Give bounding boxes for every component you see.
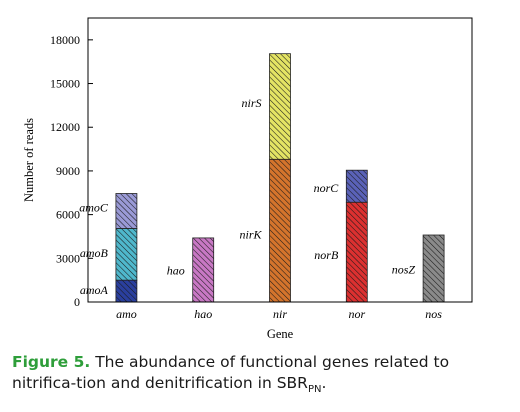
y-tick-label: 18000 <box>50 33 80 47</box>
annotations-layer: amoA amoB amoC hao nirK nirS norB norC nosZ <box>79 96 415 297</box>
gene-annotation: amoC <box>79 201 109 215</box>
y-axis-ticks: 0 3000 6000 9000 12000 15000 18000 <box>50 33 93 309</box>
gene-annotation: norC <box>314 181 340 195</box>
bar-segment-nosZ <box>422 234 445 303</box>
bar-segment-norC <box>345 169 368 203</box>
bar-segment-norB <box>345 201 368 303</box>
bar-segment-nirS <box>269 53 291 160</box>
gene-annotation: nirK <box>239 228 262 242</box>
plot-frame <box>87 17 473 303</box>
figure-caption: Figure 5. The abundance of functional ge… <box>12 352 512 400</box>
bar-segment-hao <box>192 237 215 303</box>
caption-text: The abundance of functional genes relate… <box>12 353 450 392</box>
gene-annotation: amoA <box>80 283 109 297</box>
y-tick-label: 9000 <box>56 164 80 178</box>
y-tick-label: 0 <box>74 295 80 309</box>
x-tick-label: nor <box>348 307 365 321</box>
x-tick-label: hao <box>194 307 212 321</box>
gene-annotation: nosZ <box>392 263 416 277</box>
caption-subscript: PN <box>307 384 322 396</box>
y-axis-title: Number of reads <box>22 118 36 202</box>
gene-annotation: nirS <box>241 96 261 110</box>
y-tick-label: 12000 <box>50 120 80 134</box>
gene-annotation: amoB <box>80 246 109 260</box>
bar-segment-amoA <box>115 279 138 303</box>
figure-label: Figure 5. <box>12 353 91 371</box>
caption-text-end: . <box>321 374 327 392</box>
x-tick-label: amo <box>116 307 137 321</box>
x-tick-label: nir <box>273 307 287 321</box>
y-tick-label: 15000 <box>50 77 80 91</box>
bar-segment-amoC <box>115 193 138 229</box>
gene-annotation: norB <box>314 248 339 262</box>
x-axis-title: Gene <box>267 327 294 341</box>
y-tick-label: 3000 <box>56 251 80 265</box>
gene-annotation: hao <box>167 263 185 277</box>
bar-segment-nirK <box>269 158 291 303</box>
bar-segment-amoB <box>115 228 138 281</box>
y-tick-label: 6000 <box>56 208 80 222</box>
bars-layer <box>115 53 445 303</box>
stacked-bar-chart: 0 3000 6000 9000 12000 15000 18000 amo hao nir no… <box>22 17 473 341</box>
x-axis-ticks: amo hao nir nor nos <box>116 307 442 321</box>
x-tick-label: nos <box>425 307 442 321</box>
